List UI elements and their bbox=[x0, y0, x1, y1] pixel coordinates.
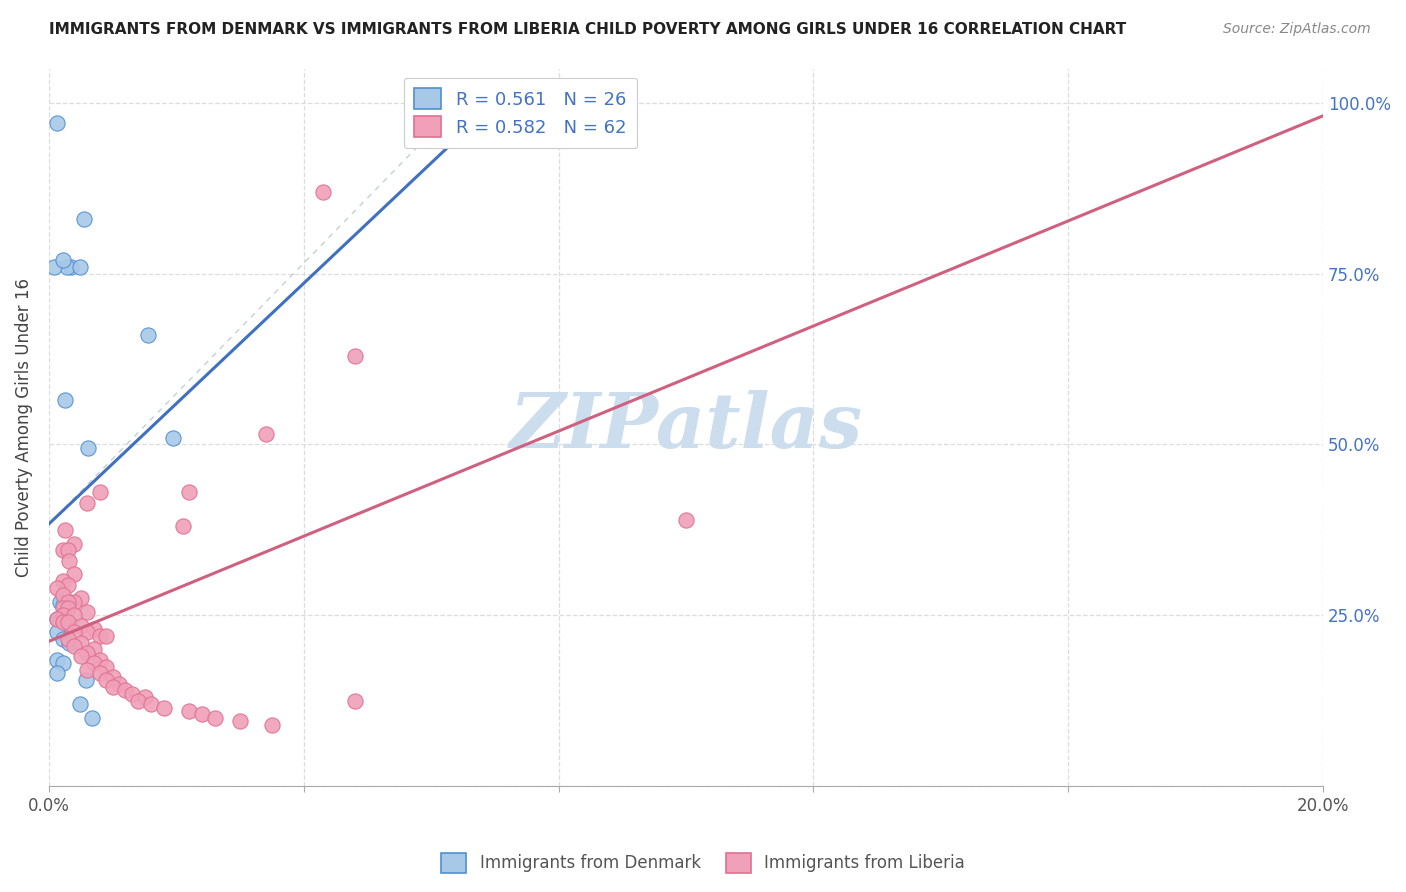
Point bbox=[83, 656, 105, 670]
Point bbox=[69, 591, 91, 606]
Point bbox=[89, 653, 111, 667]
Point bbox=[52, 615, 75, 629]
Point bbox=[45, 116, 67, 130]
Point bbox=[136, 328, 159, 343]
Point bbox=[69, 635, 91, 649]
Point bbox=[69, 260, 91, 274]
Point bbox=[56, 543, 79, 558]
Point bbox=[96, 673, 118, 688]
Point bbox=[52, 574, 75, 588]
Y-axis label: Child Poverty Among Girls Under 16: Child Poverty Among Girls Under 16 bbox=[15, 277, 32, 577]
Point bbox=[152, 700, 174, 714]
Point bbox=[121, 687, 143, 701]
Point bbox=[63, 594, 86, 608]
Point bbox=[58, 635, 80, 649]
Point bbox=[229, 714, 252, 729]
Text: Source: ZipAtlas.com: Source: ZipAtlas.com bbox=[1223, 22, 1371, 37]
Point bbox=[343, 694, 366, 708]
Point bbox=[45, 625, 67, 640]
Point bbox=[260, 717, 283, 731]
Point bbox=[172, 519, 194, 533]
Point bbox=[69, 649, 91, 664]
Point bbox=[162, 431, 184, 445]
Point bbox=[451, 95, 474, 110]
Point bbox=[312, 185, 335, 199]
Point bbox=[56, 594, 79, 608]
Point bbox=[69, 697, 91, 711]
Point bbox=[56, 601, 79, 615]
Point bbox=[76, 495, 98, 509]
Point bbox=[52, 601, 75, 615]
Point bbox=[101, 670, 124, 684]
Text: ZIPatlas: ZIPatlas bbox=[509, 391, 863, 465]
Point bbox=[114, 683, 136, 698]
Point bbox=[343, 349, 366, 363]
Point bbox=[83, 622, 105, 636]
Point bbox=[52, 632, 75, 647]
Point bbox=[58, 594, 80, 608]
Point bbox=[204, 711, 226, 725]
Point bbox=[49, 594, 72, 608]
Point bbox=[108, 676, 131, 690]
Point bbox=[52, 252, 75, 267]
Point bbox=[52, 656, 75, 670]
Point bbox=[45, 612, 67, 626]
Point bbox=[77, 441, 100, 455]
Point bbox=[56, 632, 79, 647]
Point bbox=[96, 629, 118, 643]
Point bbox=[179, 704, 201, 718]
Point bbox=[127, 694, 149, 708]
Point bbox=[675, 513, 697, 527]
Point bbox=[52, 615, 75, 629]
Point bbox=[52, 588, 75, 602]
Point bbox=[63, 639, 86, 653]
Point bbox=[76, 646, 98, 660]
Point bbox=[52, 598, 75, 612]
Point bbox=[179, 485, 201, 500]
Point bbox=[89, 629, 111, 643]
Point bbox=[58, 618, 80, 632]
Point bbox=[76, 605, 98, 619]
Point bbox=[45, 581, 67, 595]
Point bbox=[76, 625, 98, 640]
Point bbox=[69, 618, 91, 632]
Point bbox=[89, 485, 111, 500]
Point bbox=[96, 659, 118, 673]
Point bbox=[191, 707, 214, 722]
Point bbox=[134, 690, 156, 705]
Point bbox=[63, 625, 86, 640]
Point bbox=[45, 653, 67, 667]
Point bbox=[53, 523, 76, 537]
Point bbox=[52, 608, 75, 623]
Point bbox=[101, 680, 124, 694]
Point bbox=[63, 567, 86, 582]
Point bbox=[56, 615, 79, 629]
Point bbox=[63, 608, 86, 623]
Legend: R = 0.561   N = 26, R = 0.582   N = 62: R = 0.561 N = 26, R = 0.582 N = 62 bbox=[404, 78, 637, 148]
Point bbox=[56, 260, 79, 274]
Point bbox=[52, 543, 75, 558]
Point bbox=[56, 577, 79, 591]
Point bbox=[82, 711, 104, 725]
Point bbox=[254, 427, 277, 442]
Point bbox=[89, 666, 111, 681]
Point bbox=[139, 697, 162, 711]
Point bbox=[83, 642, 105, 657]
Point bbox=[60, 260, 83, 274]
Point bbox=[45, 612, 67, 626]
Point bbox=[58, 553, 80, 567]
Point bbox=[53, 392, 76, 407]
Text: IMMIGRANTS FROM DENMARK VS IMMIGRANTS FROM LIBERIA CHILD POVERTY AMONG GIRLS UND: IMMIGRANTS FROM DENMARK VS IMMIGRANTS FR… bbox=[49, 22, 1126, 37]
Point bbox=[76, 663, 98, 677]
Point bbox=[63, 536, 86, 550]
Legend: Immigrants from Denmark, Immigrants from Liberia: Immigrants from Denmark, Immigrants from… bbox=[434, 847, 972, 880]
Point bbox=[45, 666, 67, 681]
Point bbox=[75, 673, 97, 688]
Point bbox=[73, 211, 96, 226]
Point bbox=[42, 260, 65, 274]
